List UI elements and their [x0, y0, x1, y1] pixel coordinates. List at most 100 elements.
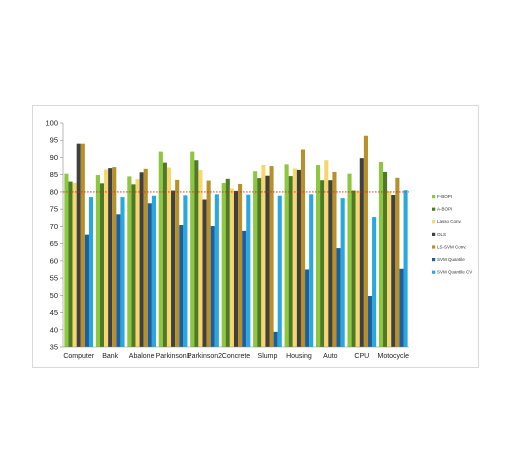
bar: [202, 199, 207, 347]
y-tick-label: 80: [50, 187, 58, 196]
bar: [387, 191, 392, 347]
y-tick-label: 65: [50, 239, 58, 248]
legend-entry: F-BOPI: [437, 194, 452, 199]
bar: [403, 190, 408, 347]
bar: [229, 188, 234, 347]
y-tick-label: 45: [50, 308, 58, 317]
bar: [378, 161, 384, 347]
bar: [175, 179, 180, 347]
y-tick-label: 50: [50, 291, 58, 300]
bar: [391, 195, 396, 347]
legend-swatch: [432, 245, 436, 249]
x-tick-label: Housing: [286, 353, 312, 360]
bar: [340, 198, 345, 347]
legend-swatch: [432, 232, 436, 236]
bar: [320, 180, 325, 347]
bar: [372, 217, 377, 347]
bar: [151, 195, 156, 347]
legend-swatch: [432, 270, 436, 274]
bar: [309, 194, 314, 347]
bar: [127, 176, 132, 347]
legend-swatch: [432, 220, 436, 224]
bar: [147, 203, 152, 347]
bar: [104, 169, 109, 347]
y-tick-label: 55: [50, 274, 58, 283]
bar: [300, 149, 306, 347]
bar: [166, 167, 172, 347]
y-tick-label: 70: [50, 222, 58, 231]
x-tick-label: CPU: [354, 353, 369, 360]
bar: [72, 182, 77, 347]
y-tick-label: 40: [50, 325, 58, 334]
bar: [292, 168, 297, 347]
bar: [95, 175, 100, 347]
bar: [190, 151, 195, 347]
bar: [324, 160, 329, 347]
bar: [112, 167, 117, 347]
bar: [158, 151, 163, 347]
bar: [383, 171, 388, 347]
bar: [246, 194, 251, 347]
bar: [76, 143, 81, 347]
legend-swatch: [432, 258, 436, 262]
bar: [233, 190, 239, 347]
bar: [273, 331, 278, 347]
bar: [265, 175, 270, 347]
bar: [99, 183, 105, 347]
bar: [351, 190, 356, 347]
legend-entry: SVM Quantile CV: [437, 270, 472, 275]
bar: [355, 190, 360, 347]
y-tick-label: 100: [45, 119, 58, 128]
y-tick-label: 90: [50, 153, 58, 162]
bar: [395, 177, 400, 347]
y-axis: 35 40 45 50 55 60 65 70 75 80 85 90 95 100: [45, 119, 64, 352]
bar: [198, 169, 203, 347]
bar: [332, 171, 337, 347]
y-tick-label: 75: [50, 205, 58, 214]
x-tick-label: Abalone: [129, 353, 155, 360]
y-tick-label: 85: [50, 170, 58, 179]
legend-entry: A-BOPI: [437, 207, 452, 212]
y-tick-label: 60: [50, 256, 58, 265]
bar: [367, 295, 373, 347]
bar: [269, 166, 274, 347]
legend-entry: SVM Quantile: [437, 257, 465, 262]
bar: [277, 195, 282, 347]
bar: [242, 230, 247, 347]
bar: [261, 165, 266, 347]
bar: [68, 181, 73, 347]
bar: [183, 195, 188, 347]
bar: [238, 183, 243, 347]
bar: [210, 226, 215, 347]
x-tick-label: Motocycle: [378, 353, 410, 360]
x-tick-label: Parkinson1: [156, 353, 191, 360]
bar: [171, 190, 176, 347]
bar: [305, 269, 310, 347]
bar: [88, 197, 94, 347]
x-tick-label: Bank: [102, 353, 118, 360]
bar: [194, 160, 199, 347]
y-tick-label: 35: [50, 343, 58, 352]
bar: [253, 171, 258, 347]
bar: [120, 197, 125, 347]
bar: [108, 168, 113, 347]
bar: [214, 194, 219, 347]
bar: [347, 173, 352, 347]
bar: [131, 184, 136, 347]
y-tick-label: 95: [50, 136, 58, 145]
bar: [225, 178, 230, 347]
bar: [84, 234, 89, 347]
bar: [284, 164, 289, 347]
bar: [162, 162, 167, 347]
legend: F-BOPI A-BOPI Lasso Conv. OLS LS-SVM Conv. SV…: [432, 194, 472, 275]
x-tick-label: Computer: [63, 353, 94, 360]
bar: [64, 173, 69, 347]
bar: [80, 143, 85, 347]
bar: [179, 225, 184, 347]
bar: [316, 165, 321, 347]
bar: [257, 178, 262, 347]
bar: [363, 135, 368, 347]
legend-swatch: [432, 207, 436, 211]
bar: [135, 179, 140, 347]
